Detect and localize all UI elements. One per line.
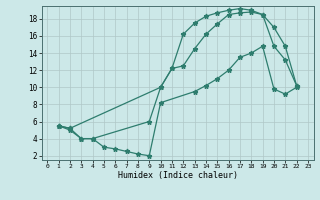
X-axis label: Humidex (Indice chaleur): Humidex (Indice chaleur) bbox=[118, 171, 237, 180]
